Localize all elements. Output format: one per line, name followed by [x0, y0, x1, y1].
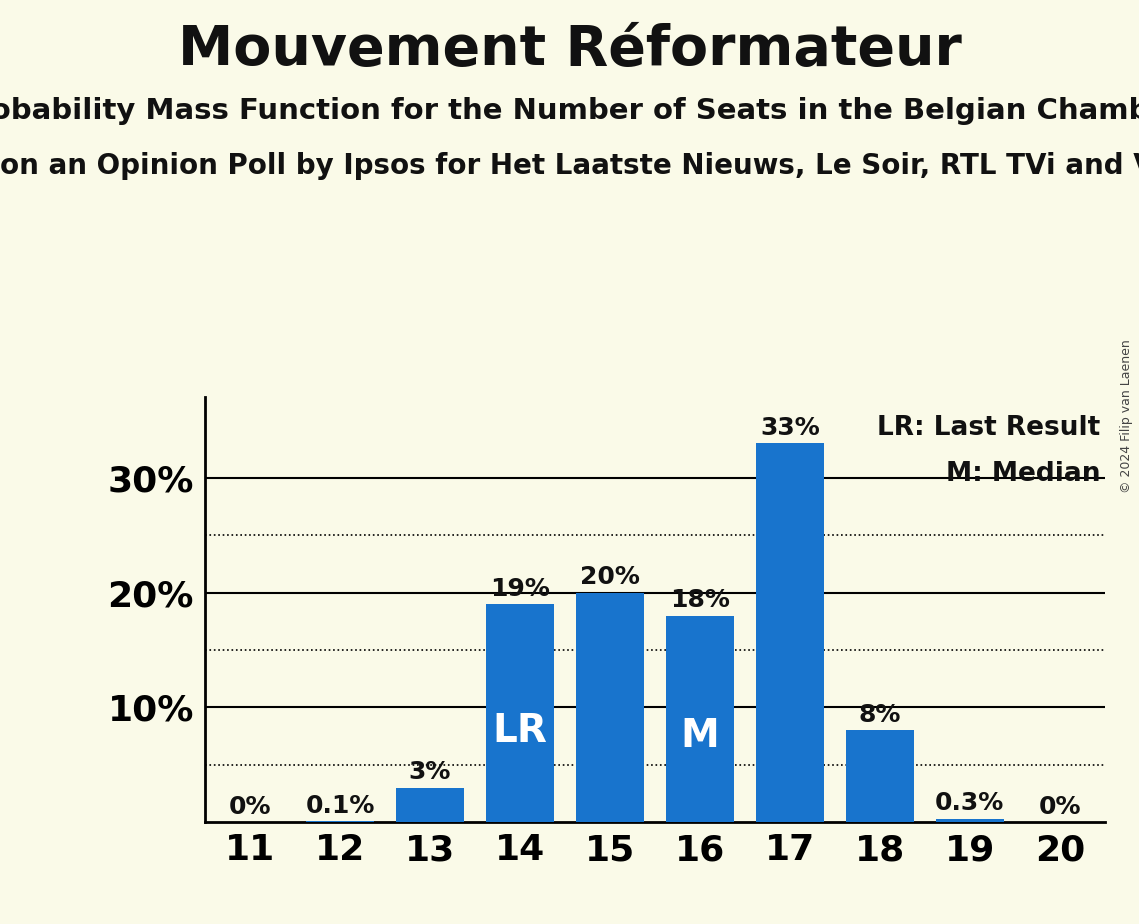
Bar	[936, 819, 1003, 822]
Text: © 2024 Filip van Laenen: © 2024 Filip van Laenen	[1121, 339, 1133, 492]
Text: 0%: 0%	[1039, 795, 1081, 819]
Bar	[756, 444, 823, 822]
Text: 19%: 19%	[490, 577, 550, 601]
Text: on an Opinion Poll by Ipsos for Het Laatste Nieuws, Le Soir, RTL TVi and VTM, 1–: on an Opinion Poll by Ipsos for Het Laat…	[0, 152, 1139, 180]
Text: LR: Last Result: LR: Last Result	[877, 415, 1100, 441]
Text: LR: LR	[492, 711, 548, 749]
Text: Mouvement Réformateur: Mouvement Réformateur	[178, 23, 961, 77]
Bar	[846, 731, 913, 822]
Text: 0.1%: 0.1%	[305, 794, 375, 818]
Text: Probability Mass Function for the Number of Seats in the Belgian Chamber: Probability Mass Function for the Number…	[0, 97, 1139, 125]
Bar	[306, 821, 374, 822]
Bar	[576, 592, 644, 822]
Text: 20%: 20%	[580, 565, 640, 590]
Bar	[396, 788, 464, 822]
Text: 0%: 0%	[229, 795, 271, 819]
Text: 18%: 18%	[670, 589, 730, 612]
Text: M: M	[680, 716, 720, 755]
Text: 33%: 33%	[760, 416, 820, 440]
Text: M: Median: M: Median	[945, 460, 1100, 487]
Bar	[666, 615, 734, 822]
Text: 0.3%: 0.3%	[935, 792, 1005, 816]
Text: 3%: 3%	[409, 760, 451, 784]
Bar	[486, 604, 554, 822]
Text: 8%: 8%	[859, 703, 901, 727]
